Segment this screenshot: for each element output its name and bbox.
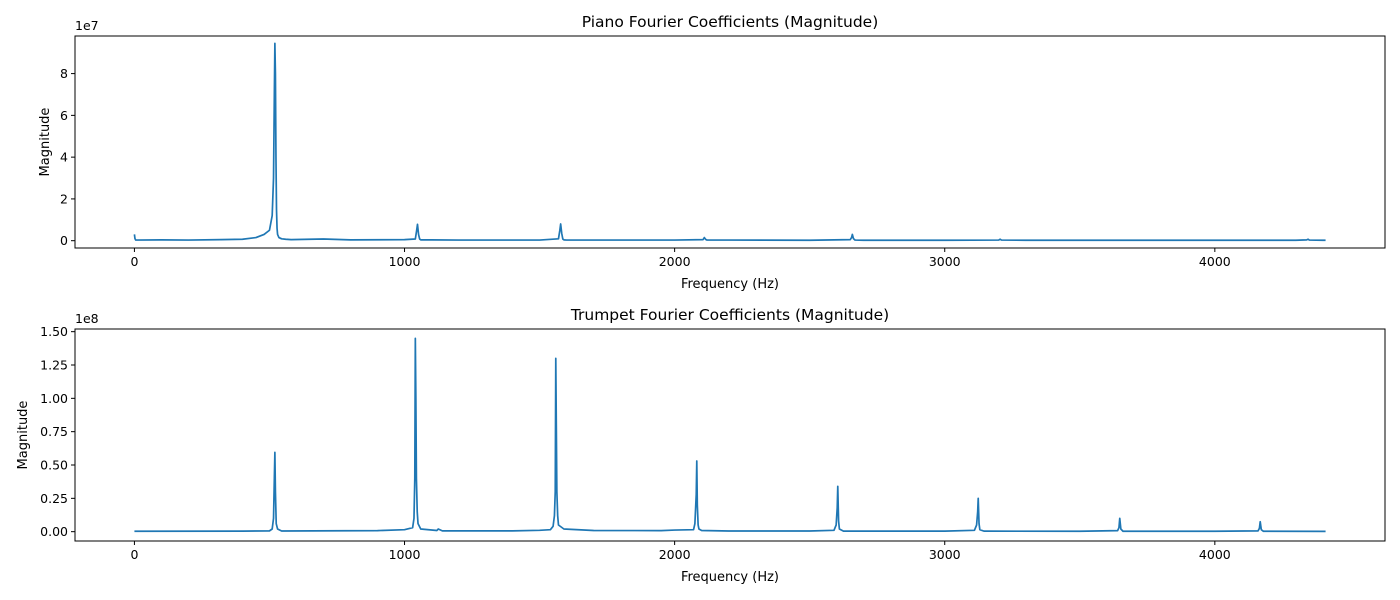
plot-frame xyxy=(74,328,1386,542)
y-offset-label: 1e8 xyxy=(75,311,99,326)
y-tick-label: 1.25 xyxy=(40,358,68,373)
x-tick-label: 2000 xyxy=(659,547,691,562)
y-axis-label: Magnitude xyxy=(16,401,31,470)
plot-frame xyxy=(74,35,1386,249)
y-tick-label: 8 xyxy=(60,66,68,81)
x-tick-label: 1000 xyxy=(389,547,421,562)
subplot-trumpet: Trumpet Fourier Coefficients (Magnitude)… xyxy=(16,306,1386,585)
y-tick-label: 0.25 xyxy=(40,491,68,506)
x-tick-label: 4000 xyxy=(1199,254,1231,269)
y-tick-label: 6 xyxy=(60,108,68,123)
x-tick-label: 4000 xyxy=(1199,547,1231,562)
chart-title: Piano Fourier Coefficients (Magnitude) xyxy=(582,13,879,31)
y-tick-label: 1.00 xyxy=(40,391,68,406)
y-tick-label: 0 xyxy=(60,233,68,248)
series-line xyxy=(133,42,1326,242)
x-axis-label: Frequency (Hz) xyxy=(681,570,779,585)
x-tick-label: 1000 xyxy=(389,254,421,269)
series-line xyxy=(134,337,1326,533)
x-tick-label: 0 xyxy=(130,254,138,269)
y-tick-label: 0.00 xyxy=(40,524,68,539)
chart-title: Trumpet Fourier Coefficients (Magnitude) xyxy=(570,306,889,324)
x-tick-label: 2000 xyxy=(659,254,691,269)
x-tick-label: 0 xyxy=(130,547,138,562)
y-tick-label: 1.50 xyxy=(40,324,68,339)
y-offset-label: 1e7 xyxy=(75,18,99,33)
y-tick-label: 4 xyxy=(60,150,68,165)
y-tick-label: 0.50 xyxy=(40,458,68,473)
x-axis-label: Frequency (Hz) xyxy=(681,277,779,292)
y-tick-label: 2 xyxy=(60,191,68,206)
y-tick-label: 0.75 xyxy=(40,424,68,439)
y-axis-label: Magnitude xyxy=(38,108,53,177)
x-tick-label: 3000 xyxy=(929,547,961,562)
subplot-piano: Piano Fourier Coefficients (Magnitude) 0 1… xyxy=(38,13,1386,292)
x-tick-label: 3000 xyxy=(929,254,961,269)
